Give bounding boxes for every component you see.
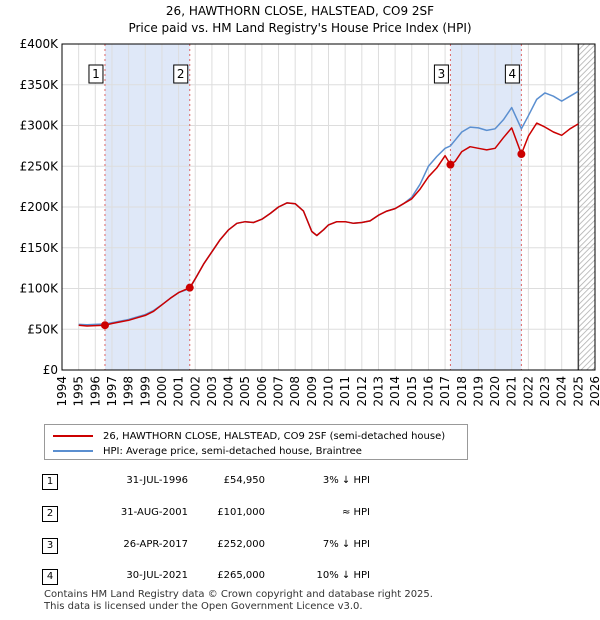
chart-title-line2: Price paid vs. HM Land Registry's House … [128,21,472,35]
x-tick-label: 2019 [471,376,485,407]
x-tick-label: 2024 [555,376,569,407]
legend-item-property: 26, HAWTHORN CLOSE, HALSTEAD, CO9 2SF (s… [53,429,445,443]
future-hatch [578,44,595,370]
chart-legend: 26, HAWTHORN CLOSE, HALSTEAD, CO9 2SF (s… [44,424,468,460]
x-tick-label: 2025 [571,376,585,407]
chart-title: 26, HAWTHORN CLOSE, HALSTEAD, CO9 2SF Pr… [0,3,600,37]
plot-frame [61,43,596,371]
legend-label-property: 26, HAWTHORN CLOSE, HALSTEAD, CO9 2SF (s… [103,430,446,442]
x-tick-label: 2021 [505,376,519,407]
footer-line1: Contains HM Land Registry data © Crown c… [44,589,433,600]
x-tick-label: 2014 [388,376,402,407]
sale-hpi-relation: 3% ↓ HPI [322,475,370,486]
x-tick-label: 2001 [172,376,186,407]
y-tick-label: £250K [20,159,60,173]
footer-line2: This data is licensed under the Open Gov… [44,601,363,612]
x-tick-label: 1999 [138,376,152,407]
sale-point [100,321,109,330]
x-tick-label: 2010 [322,376,336,407]
sale-price: £252,000 [217,539,265,550]
sale-date: 31-AUG-2001 [120,507,188,518]
x-tick-label: 2008 [288,376,302,407]
price-chart: 1 2 3 4 £0 £50K £100K £150K £200K £250K £300K £350… [20,37,600,407]
sale-point [185,283,194,292]
x-tick-label: 2002 [188,376,202,407]
x-tick-label: 2012 [355,376,369,407]
sale-hpi-relation: 7% ↓ HPI [322,539,370,550]
y-tick-label: £350K [20,78,60,92]
x-tick-label: 2006 [255,376,269,407]
sale-date: 31-JUL-1996 [126,475,188,486]
x-tick-label: 2022 [521,376,535,407]
sale-point [517,150,526,159]
legend-item-hpi: HPI: Average price, semi-detached house,… [53,444,362,458]
x-tick-label: 1996 [88,376,102,407]
sale-number-label: 1 [92,67,100,81]
x-tick-label: 2016 [421,376,435,407]
legend-swatch-hpi [53,450,93,452]
x-tick-label: 2003 [205,376,219,407]
sale-number-box [504,64,520,84]
x-tick-label: 2007 [272,376,286,407]
x-tick-label: 2005 [238,376,252,407]
sale-number-box [88,64,104,84]
x-tick-label: 2011 [338,376,352,407]
sale-number-label: 4 [509,67,517,81]
y-tick-label: £100K [20,282,60,296]
y-tick-label: £400K [20,37,60,51]
x-tick-label: 2009 [305,376,319,407]
y-tick-label: £0 [43,363,58,377]
sale-number-label: 3 [438,67,446,81]
footer-attribution: Contains HM Land Registry data © Crown c… [44,589,433,613]
sale-number-box [173,64,189,84]
x-tick-label: 2000 [155,376,169,407]
sale-row: 1 31-JUL-1996 £54,950 3% ↓ HPI [0,472,600,492]
y-tick-label: £150K [20,241,60,255]
x-tick-label: 2013 [371,376,385,407]
sale-number: 2 [42,506,58,522]
sale-price: £265,000 [217,570,265,581]
property-price-line [78,122,579,327]
sale-number: 1 [42,474,58,490]
sale-hpi-relation: 10% ↓ HPI [316,570,370,581]
sale-number: 4 [42,569,58,585]
x-tick-label: 2017 [438,376,452,407]
sale-number: 3 [42,538,58,554]
x-tick-label: 1997 [105,376,119,407]
sale-date: 26-APR-2017 [123,539,188,550]
x-tick-label: 2004 [222,376,236,407]
x-tick-label: 2018 [455,376,469,407]
sale-number-box [433,64,449,84]
x-tick-label: 2015 [405,376,419,407]
sale-date: 30-JUL-2021 [126,570,188,581]
legend-label-hpi: HPI: Average price, semi-detached house,… [103,445,362,457]
sale-hpi-relation: ≈ HPI [341,507,370,518]
y-tick-label: £300K [20,119,60,133]
sale-price: £54,950 [223,475,265,486]
sale-row: 2 31-AUG-2001 £101,000 ≈ HPI [0,504,600,524]
y-tick-label: £200K [20,200,60,214]
y-tick-label: £50K [27,322,59,336]
x-tick-label: 1995 [72,376,86,407]
x-tick-label: 2023 [538,376,552,407]
legend-swatch-property [53,435,93,437]
sale-row: 3 26-APR-2017 £252,000 7% ↓ HPI [0,536,600,556]
x-tick-label: 1994 [55,376,69,407]
sale-point [446,160,455,169]
sale-number-label: 2 [177,67,185,81]
chart-title-line1: 26, HAWTHORN CLOSE, HALSTEAD, CO9 2SF [165,4,435,18]
x-tick-label: 2020 [488,376,502,407]
sale-row: 4 30-JUL-2021 £265,000 10% ↓ HPI [0,567,600,587]
x-tick-label: 1998 [122,376,136,407]
sale-price: £101,000 [217,507,265,518]
x-tick-label: 2026 [588,376,600,407]
